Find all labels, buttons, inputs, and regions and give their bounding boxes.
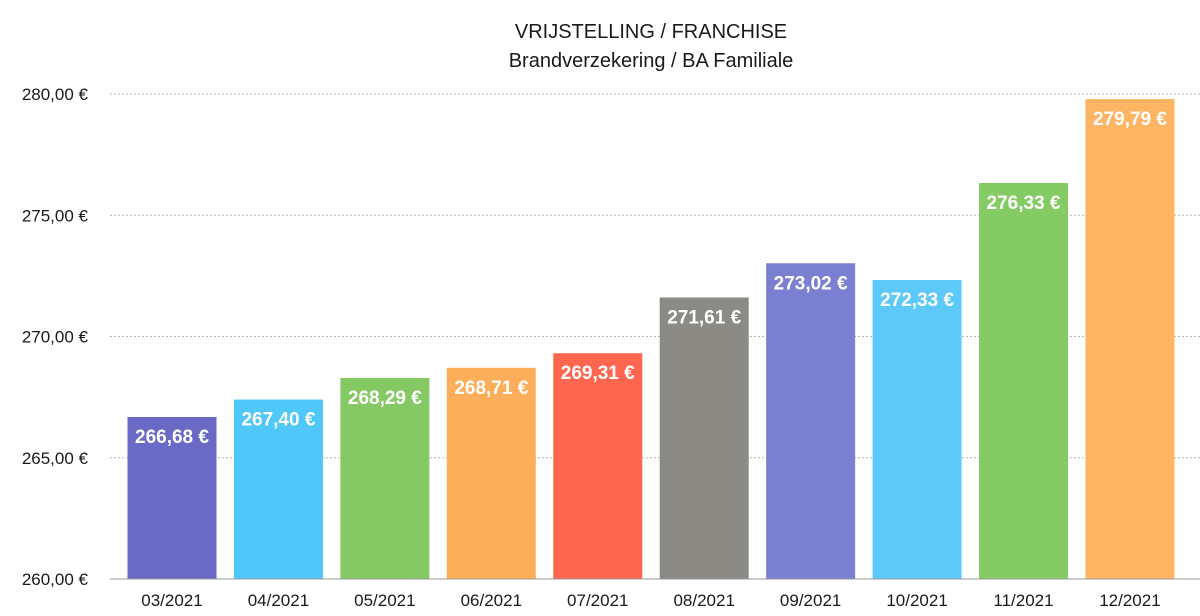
bar-value-label: 272,33 € <box>880 290 954 311</box>
y-tick-label: 275,00 € <box>22 206 89 225</box>
x-category-label: 09/2021 <box>780 591 841 610</box>
x-category-label: 05/2021 <box>354 591 415 610</box>
bars <box>127 99 1175 579</box>
y-axis-ticks: 260,00 € 265,00 € 270,00 € 275,00 € 280,00 € <box>22 85 89 589</box>
x-category-label: 04/2021 <box>248 591 309 610</box>
x-category-label: 06/2021 <box>461 591 522 610</box>
y-tick-label: 280,00 € <box>22 85 89 104</box>
bar <box>979 182 1069 579</box>
bar-value-label: 271,61 € <box>667 307 741 328</box>
bar-value-label: 279,79 € <box>1093 109 1167 130</box>
chart-subtitle: Brandverzekering / BA Familiale <box>509 50 794 72</box>
bar-value-label: 269,31 € <box>561 363 635 384</box>
chart-title: VRIJSTELLING / FRANCHISE <box>515 21 787 43</box>
bar <box>340 377 430 579</box>
bar <box>659 297 749 579</box>
data-labels: 266,68 € 267,40 € 268,29 € 268,71 € 269,31 €… <box>135 109 1167 448</box>
x-category-label: 07/2021 <box>567 591 628 610</box>
bar <box>233 399 323 579</box>
bar-value-label: 273,02 € <box>774 273 848 294</box>
y-tick-label: 265,00 € <box>22 449 89 468</box>
bar-value-label: 266,68 € <box>135 427 209 448</box>
bar <box>446 367 536 579</box>
bar-value-label: 268,29 € <box>348 388 422 409</box>
bar <box>1085 99 1175 579</box>
bar <box>766 263 856 579</box>
x-category-label: 12/2021 <box>1099 591 1160 610</box>
x-category-label: 11/2021 <box>993 591 1053 610</box>
bar <box>127 417 217 579</box>
bar-value-label: 268,71 € <box>454 378 528 399</box>
bar-value-label: 276,33 € <box>987 193 1061 214</box>
x-axis-categories: 03/2021 04/2021 05/2021 06/2021 07/2021 08/20… <box>141 591 1160 610</box>
bar <box>553 353 643 579</box>
y-tick-label: 260,00 € <box>22 570 89 589</box>
bar <box>872 279 962 579</box>
x-category-label: 08/2021 <box>673 591 734 610</box>
bar-value-label: 267,40 € <box>241 410 315 431</box>
x-category-label: 03/2021 <box>141 591 202 610</box>
x-category-label: 10/2021 <box>886 591 947 610</box>
y-tick-label: 270,00 € <box>22 328 89 347</box>
